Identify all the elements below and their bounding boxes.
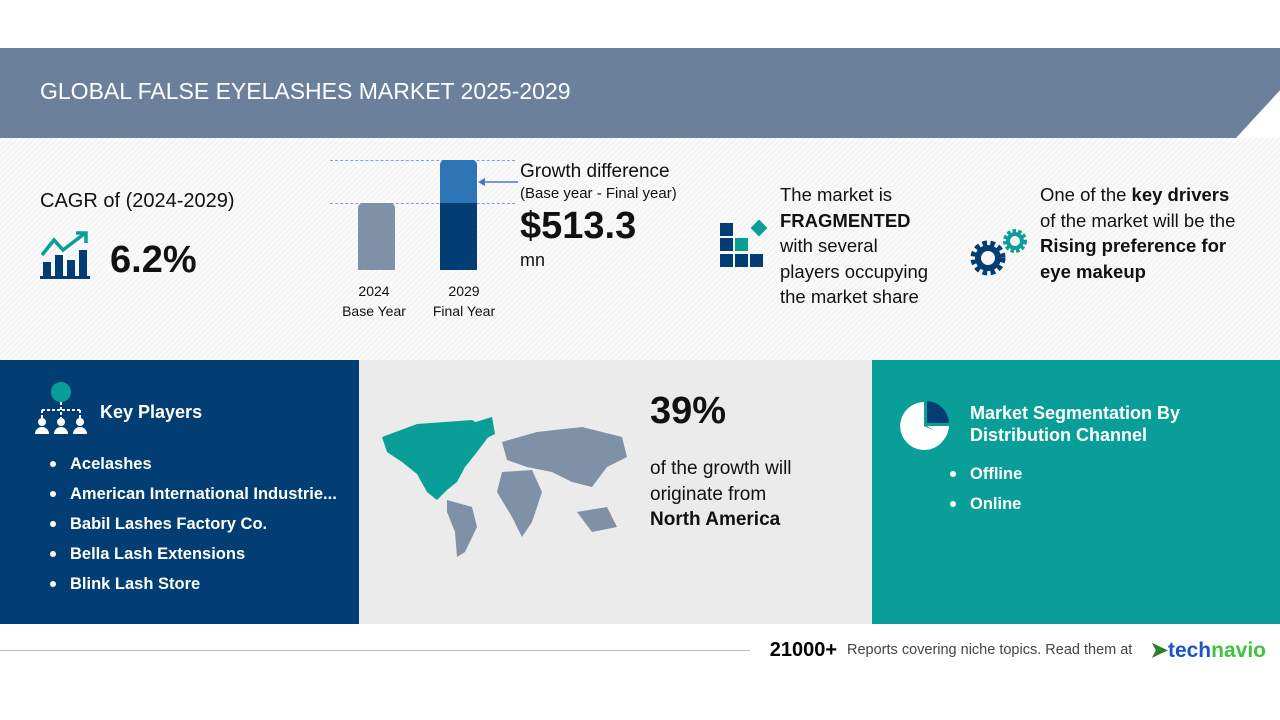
list-item: Babil Lashes Factory Co. <box>50 514 355 544</box>
growth-text: Growth difference (Base year - Final yea… <box>520 160 710 271</box>
logo-text: tech <box>1167 638 1212 662</box>
year: 2029 <box>448 283 480 299</box>
list-item: Offline <box>950 464 1022 494</box>
list-item: Acelashes <box>50 454 355 484</box>
text-line: players occupying <box>780 260 929 282</box>
region-percent: 39% <box>650 390 727 432</box>
bar-2024 <box>358 203 395 270</box>
region-panel: 39% of the growth will originate from No… <box>359 360 872 624</box>
fragmented-blocks-icon <box>720 219 768 267</box>
growth-subtitle: (Base year - Final year) <box>520 185 677 202</box>
segmentation-list: Offline Online <box>950 464 1022 524</box>
key-players-panel: Key Players Acelashes American Internati… <box>0 360 359 624</box>
growth-title: Growth difference <box>520 161 670 182</box>
pie-chart-icon <box>900 401 949 450</box>
footer: 21000+ Reports covering niche topics. Re… <box>770 636 1266 664</box>
world-map-icon <box>382 417 627 557</box>
bar-2029 <box>440 160 477 270</box>
driver-name: Rising preference for <box>1040 235 1227 256</box>
list-item: American International Industrie... <box>50 484 355 514</box>
year-label: Final Year <box>432 303 496 319</box>
growth-value: $513.3 <box>520 205 637 247</box>
key-players-list: Acelashes American International Industr… <box>50 454 355 604</box>
footer-text: Reports covering niche topics. Read them… <box>847 642 1133 658</box>
page-title: GLOBAL FALSE EYELASHES MARKET 2025-2029 <box>40 78 571 104</box>
title-line: Distribution Channel <box>970 425 1147 445</box>
segmentation-title: Market Segmentation By Distribution Chan… <box>970 402 1180 446</box>
fragmented-text: The market is FRAGMENTED with several pl… <box>780 182 928 310</box>
list-item: Bella Lash Extensions <box>50 544 355 574</box>
list-item: Online <box>950 494 1022 524</box>
text-line: of the growth will <box>650 458 792 479</box>
cagr-value: 6.2% <box>110 239 197 281</box>
guide-line-top <box>330 160 515 161</box>
gears-icon <box>970 229 1027 276</box>
year: 2024 <box>358 283 390 299</box>
logo-text: navio <box>1211 638 1266 662</box>
text-line: One of the <box>1040 184 1132 205</box>
text-line: of the market will be the <box>1040 209 1236 231</box>
text-line: originate from <box>650 483 767 505</box>
header-banner <box>0 48 1280 138</box>
key-players-title: Key Players <box>100 402 203 422</box>
guide-line-base <box>330 203 515 204</box>
cagr-label: CAGR of (2024-2029) <box>40 190 235 212</box>
report-count: 21000+ <box>769 638 838 661</box>
key-players-icon <box>35 382 87 434</box>
logo-arrow-icon: ➤ <box>1150 638 1168 662</box>
growth-unit: mn <box>520 250 546 270</box>
stats-section <box>0 138 1280 360</box>
region-name: North America <box>650 509 781 530</box>
driver-name: eye makeup <box>1040 260 1146 282</box>
bar-2029-growth <box>440 160 477 203</box>
arrow-icon <box>478 178 518 186</box>
year-label: Base Year <box>342 303 406 319</box>
title-line: Market Segmentation By <box>970 403 1181 423</box>
fragmented-label: FRAGMENTED <box>780 209 911 231</box>
footer-divider <box>0 650 750 651</box>
region-text: of the growth will originate from North … <box>650 456 792 533</box>
key-drivers-label: key drivers <box>1131 184 1230 205</box>
drivers-text: One of the key drivers of the market wil… <box>1040 182 1235 284</box>
bar-label-2024: 2024 Base Year <box>332 281 416 321</box>
bar-label-2029: 2029 Final Year <box>420 281 508 321</box>
list-item: Blink Lash Store <box>50 574 355 604</box>
text-line: The market is <box>780 184 893 205</box>
text-line: with several <box>780 235 878 256</box>
technavio-logo[interactable]: ➤technavio <box>1150 638 1266 663</box>
text-line: the market share <box>780 286 919 307</box>
segmentation-panel: Market Segmentation By Distribution Chan… <box>872 360 1280 624</box>
growth-chart-icon <box>40 231 90 279</box>
